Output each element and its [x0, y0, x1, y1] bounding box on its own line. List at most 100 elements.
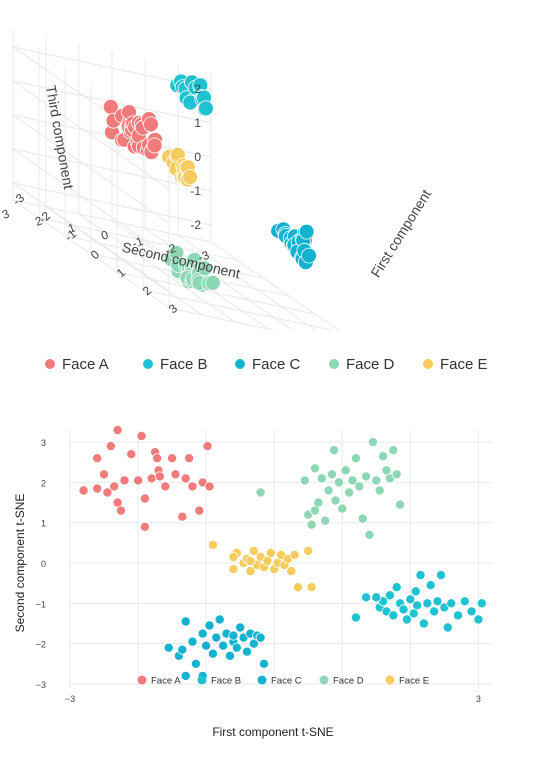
legend2-marker-face-b[interactable] [197, 675, 207, 685]
point-face-b[interactable] [459, 596, 470, 607]
legend2-marker-face-d[interactable] [319, 675, 329, 685]
point-face-d[interactable] [367, 437, 378, 448]
point-face-e[interactable] [303, 545, 314, 556]
point-face-d[interactable] [333, 477, 344, 488]
point-face-d[interactable] [330, 495, 341, 506]
point-face-a[interactable] [78, 485, 89, 496]
point-3d-face-a[interactable] [146, 137, 163, 154]
point-face-d[interactable] [340, 465, 351, 476]
legend-label-face-b[interactable]: Face B [160, 356, 208, 373]
point-face-c[interactable] [197, 628, 208, 639]
point-3d-face-c[interactable] [301, 247, 317, 264]
point-face-e[interactable] [245, 555, 256, 566]
point-face-d[interactable] [350, 453, 361, 464]
point-face-a[interactable] [204, 481, 215, 492]
point-face-a[interactable] [92, 453, 103, 464]
point-face-a[interactable] [105, 441, 116, 452]
point-face-c[interactable] [187, 636, 198, 647]
legend-label-face-a[interactable]: Face A [62, 356, 109, 373]
point-face-a[interactable] [126, 449, 137, 460]
point-face-c[interactable] [201, 640, 212, 651]
point-face-b[interactable] [401, 614, 412, 625]
legend-marker-face-e[interactable] [423, 359, 433, 369]
point-face-a[interactable] [133, 475, 144, 486]
point-face-e[interactable] [207, 539, 218, 550]
point-face-c[interactable] [211, 632, 222, 643]
point-face-b[interactable] [361, 592, 372, 603]
point-face-c[interactable] [214, 614, 225, 625]
point-face-d[interactable] [364, 529, 375, 540]
point-face-a[interactable] [167, 453, 178, 464]
point-face-d[interactable] [306, 519, 317, 530]
point-face-c[interactable] [163, 642, 174, 653]
point-face-a[interactable] [160, 481, 171, 492]
point-face-c[interactable] [241, 646, 252, 657]
point-face-e[interactable] [292, 582, 303, 593]
point-face-a[interactable] [170, 469, 181, 480]
point-face-a[interactable] [154, 471, 165, 482]
point-face-d[interactable] [378, 451, 389, 462]
point-face-e[interactable] [228, 564, 239, 575]
point-face-b[interactable] [384, 590, 395, 601]
point-face-a[interactable] [202, 441, 213, 452]
point-face-a[interactable] [92, 483, 103, 494]
point-face-d[interactable] [395, 499, 406, 510]
point-3d-face-c[interactable] [298, 223, 315, 240]
point-face-a[interactable] [112, 424, 123, 435]
point-face-a[interactable] [136, 430, 147, 441]
legend2-label-face-c[interactable]: Face C [271, 676, 302, 687]
legend-marker-face-a[interactable] [45, 359, 55, 369]
point-face-c[interactable] [180, 670, 191, 681]
point-face-d[interactable] [337, 503, 348, 514]
point-face-e[interactable] [228, 551, 239, 562]
point-face-d[interactable] [309, 463, 320, 474]
point-face-b[interactable] [473, 614, 484, 625]
point-face-b[interactable] [350, 612, 361, 623]
point-face-d[interactable] [391, 469, 402, 480]
legend-marker-face-d[interactable] [329, 359, 339, 369]
point-face-e[interactable] [245, 566, 256, 577]
point-face-a[interactable] [184, 453, 195, 464]
point-face-d[interactable] [388, 445, 399, 456]
point-face-c[interactable] [218, 640, 229, 651]
legend2-marker-face-e[interactable] [385, 675, 395, 685]
point-face-a[interactable] [146, 473, 157, 484]
point-face-b[interactable] [429, 606, 440, 617]
point-face-a[interactable] [109, 481, 120, 492]
point-face-c[interactable] [228, 630, 239, 641]
point-3d-face-a[interactable] [142, 116, 159, 133]
point-face-b[interactable] [442, 622, 453, 633]
point-face-d[interactable] [374, 485, 385, 496]
legend-label-face-c[interactable]: Face C [252, 356, 301, 373]
point-face-e[interactable] [306, 582, 317, 593]
point-face-d[interactable] [361, 471, 372, 482]
point-face-b[interactable] [410, 586, 421, 597]
point-face-a[interactable] [116, 505, 127, 516]
point-face-c[interactable] [177, 644, 188, 655]
point-face-d[interactable] [344, 487, 355, 498]
point-face-a[interactable] [152, 453, 163, 464]
point-face-b[interactable] [422, 598, 433, 609]
legend2-marker-face-a[interactable] [137, 675, 147, 685]
point-face-a[interactable] [180, 473, 191, 484]
point-3d-face-d[interactable] [204, 274, 221, 291]
point-face-d[interactable] [309, 505, 320, 516]
point-face-b[interactable] [391, 582, 402, 593]
point-face-a[interactable] [194, 505, 205, 516]
point-face-d[interactable] [326, 469, 337, 480]
point-face-d[interactable] [371, 475, 382, 486]
legend2-label-face-e[interactable]: Face E [399, 676, 429, 687]
legend-marker-face-b[interactable] [143, 359, 153, 369]
point-face-b[interactable] [398, 604, 409, 615]
point-face-d[interactable] [323, 485, 334, 496]
legend-label-face-e[interactable]: Face E [440, 356, 488, 373]
point-face-d[interactable] [354, 481, 365, 492]
point-face-b[interactable] [466, 606, 477, 617]
point-face-c[interactable] [235, 622, 246, 633]
point-face-b[interactable] [405, 594, 416, 605]
point-face-b[interactable] [388, 610, 399, 621]
point-face-b[interactable] [446, 598, 457, 609]
point-face-a[interactable] [99, 469, 110, 480]
point-face-b[interactable] [418, 618, 429, 629]
point-face-b[interactable] [432, 596, 443, 607]
